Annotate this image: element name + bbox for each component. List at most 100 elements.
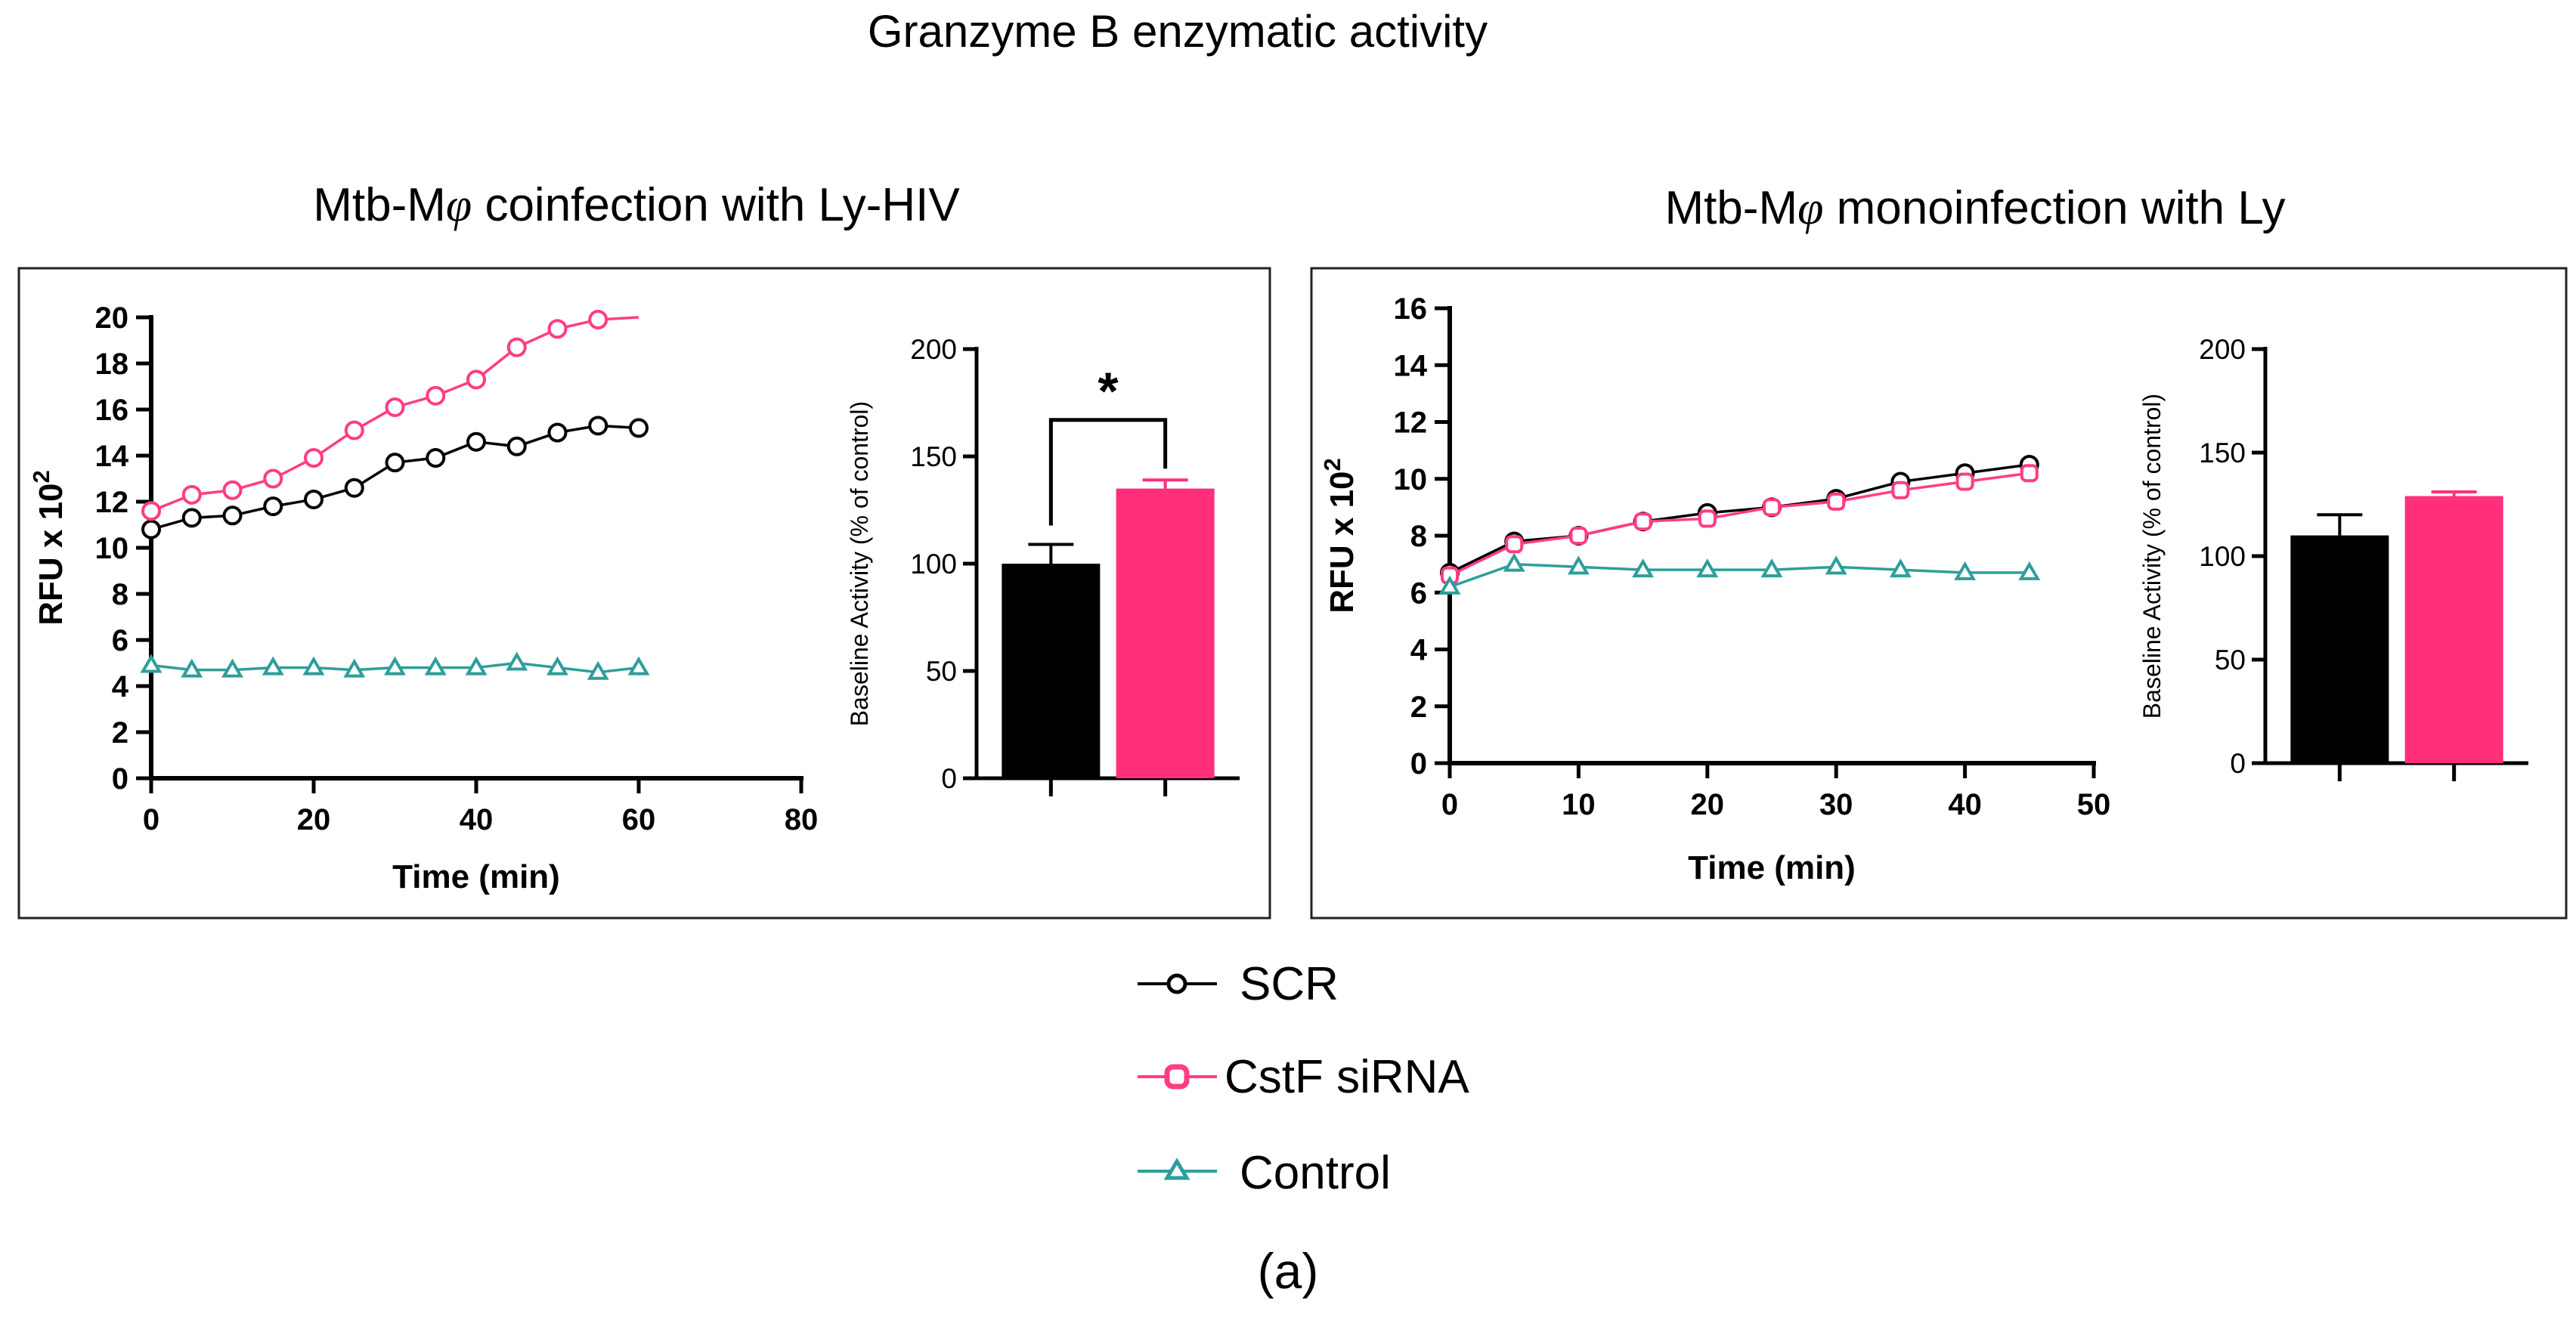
data-point: [1763, 498, 1781, 517]
bar: [2404, 496, 2503, 763]
y-tick-label: 8: [112, 578, 128, 611]
y-tick-label: 18: [95, 348, 129, 381]
panel-1-frame: [17, 267, 1271, 920]
data-point: [262, 656, 284, 676]
y-tick-label: 150: [2199, 437, 2246, 468]
bar-chart-coinfection: 0 50 100 150 200 Baseline Activity (% of cont…: [846, 334, 1240, 796]
y-tick-label: 10: [1394, 463, 1428, 496]
data-point: [222, 480, 243, 500]
data-point: [1825, 555, 1847, 575]
line-chart-coinfection: 0 2 4 6 8 10 12 14 16 18 20 0 20 40 60 80 Time (min) RFU …: [28, 301, 819, 895]
data-point: [263, 496, 283, 517]
data-point: [221, 658, 243, 678]
legend-label-scr: SCR: [1240, 958, 1339, 1010]
y-tick-label: 0: [112, 762, 128, 796]
y-tick-label: 4: [112, 670, 129, 703]
data-point: [1632, 558, 1655, 578]
y-tick-label: 12: [1394, 407, 1428, 440]
x-tick-label: 60: [622, 803, 656, 836]
y-tick-label: 150: [910, 441, 957, 472]
bar: [2290, 535, 2389, 763]
y-tick-label: 50: [2215, 645, 2246, 676]
y-tick-label: 100: [910, 549, 957, 580]
data-point: [1633, 512, 1652, 531]
y-tick-label: 16: [95, 394, 129, 427]
data-point: [466, 369, 486, 390]
y-tick-label: 16: [1394, 292, 1428, 326]
series-line: [1449, 562, 2030, 589]
data-point: [506, 436, 527, 456]
y-tick-label: 200: [910, 334, 957, 365]
data-point: [385, 453, 405, 473]
data-point: [385, 397, 405, 417]
panel-2-frame: [1310, 267, 2568, 920]
legend: SCR CstF siRNA Control: [1138, 958, 1469, 1199]
y-tick-label: 8: [1410, 520, 1427, 553]
y-axis-label: Baseline Activity (% of control): [846, 401, 873, 726]
panel-2-title: Mtb-Mφ monoinfection with Ly: [1664, 182, 2285, 234]
data-point: [506, 337, 527, 357]
data-point: [1503, 552, 1525, 572]
data-point: [1505, 535, 1524, 554]
data-point: [588, 416, 608, 436]
data-point: [304, 448, 324, 468]
x-tick-label: 20: [1691, 788, 1725, 821]
y-tick-label: 50: [926, 656, 957, 687]
figure-title: Granzyme B enzymatic activity: [868, 6, 1488, 57]
y-tick-label: 4: [1410, 634, 1428, 667]
data-point: [426, 448, 446, 468]
data-point: [627, 656, 650, 676]
y-axis-label: RFU x 102: [28, 470, 70, 626]
data-point: [2018, 561, 2041, 580]
series-line: [1449, 471, 2030, 577]
data-point: [1955, 472, 1974, 491]
data-point: [1569, 527, 1588, 545]
data-point: [1827, 492, 1846, 511]
data-point: [302, 656, 325, 676]
line-chart-monoinfection: 0 2 4 6 8 10 12 14 16 0 10 20 30 40 50 Time (min) RFU x …: [1319, 292, 2111, 886]
legend-label-cstf: CstF siRNA: [1225, 1051, 1469, 1103]
x-tick-label: 30: [1819, 788, 1853, 821]
x-tick-label: 0: [143, 803, 159, 836]
panel-1-title: Mtb-Mφ coinfection with Ly-HIV: [313, 179, 960, 231]
data-point: [1438, 575, 1461, 595]
data-point: [384, 656, 406, 676]
x-axis-label: Time (min): [1688, 849, 1856, 886]
figure-caption: (a): [1258, 1243, 1319, 1299]
y-axis-label: Baseline Activity (% of control): [2138, 394, 2166, 719]
data-point: [1567, 555, 1590, 575]
data-point: [466, 431, 486, 452]
data-point: [426, 385, 446, 406]
y-tick-label: 200: [2199, 334, 2246, 365]
data-point: [140, 654, 163, 673]
legend-control-marker-icon: [1163, 1158, 1190, 1180]
data-point: [506, 651, 528, 671]
data-point: [1954, 561, 1977, 580]
x-axis-label: Time (min): [392, 858, 560, 895]
bar: [1116, 488, 1215, 778]
data-point: [222, 505, 243, 526]
y-tick-label: 2: [1410, 691, 1427, 724]
data-point: [547, 319, 568, 339]
significance-label: *: [1098, 362, 1119, 421]
legend-item-scr: SCR: [1138, 958, 1339, 1010]
data-point: [1760, 558, 1783, 578]
x-tick-label: 20: [297, 803, 331, 836]
data-point: [344, 420, 364, 441]
legend-scr-marker-icon: [1166, 973, 1187, 994]
data-point: [1698, 509, 1717, 528]
data-point: [465, 656, 488, 676]
data-point: [304, 489, 324, 509]
series-line: [1449, 463, 2030, 574]
y-tick-label: 6: [1410, 577, 1427, 610]
data-point: [181, 658, 203, 678]
x-tick-label: 40: [1948, 788, 1982, 821]
x-tick-label: 40: [460, 803, 494, 836]
data-point: [2020, 464, 2039, 483]
y-tick-label: 0: [1410, 747, 1427, 781]
legend-label-control: Control: [1240, 1147, 1391, 1199]
bar: [1002, 564, 1101, 778]
data-point: [343, 658, 366, 678]
y-tick-label: 6: [112, 624, 128, 657]
